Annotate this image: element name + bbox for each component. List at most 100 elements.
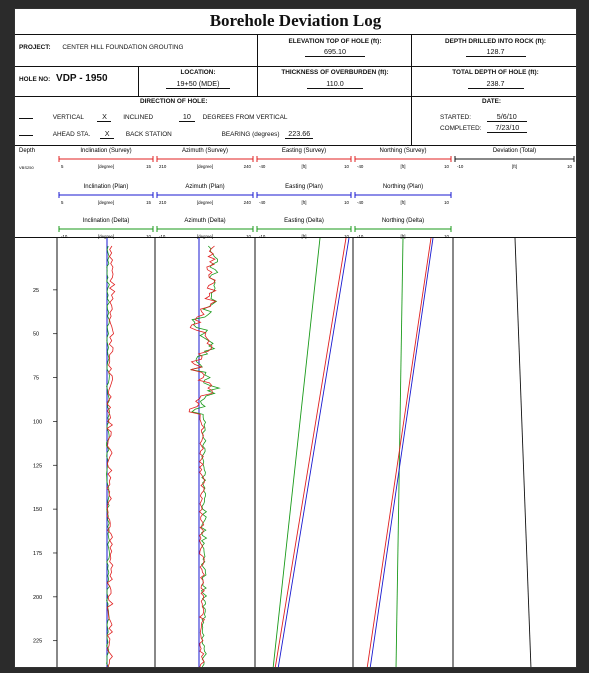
easting-delta-line	[272, 237, 321, 667]
easting-plan-line	[277, 237, 350, 667]
vertical-field: VERTICAL X INCLINED 10 DEGREES FROM VERT…	[19, 112, 287, 122]
track-title: Easting (Survey)	[282, 148, 326, 154]
track-title: Inclination (Survey)	[80, 148, 131, 154]
hole-no-value: VDP - 1950	[56, 73, 108, 84]
vertical-label: VERTICAL	[52, 114, 84, 121]
hole-no-field: HOLE NO: VDP - 1950	[19, 73, 108, 84]
track-title: Northing (Survey)	[379, 148, 426, 154]
scale-min: 5	[61, 200, 64, 205]
header-divider	[257, 34, 258, 96]
back-station-label: BACK STATION	[125, 131, 172, 138]
scale-max: 10	[444, 234, 449, 239]
project-value: CENTER HILL FOUNDATION GROUTING	[62, 44, 184, 51]
scale-unit: [ft]	[302, 200, 307, 205]
track-title: Northing (Delta)	[382, 218, 424, 224]
depth-tick-label: 100	[33, 419, 42, 425]
depth-tick-label: 25	[33, 288, 39, 294]
overburden-label: THICKNESS OF OVERBURDEN (ft):	[281, 69, 389, 76]
depth-tick-label: 200	[33, 595, 42, 601]
overburden-field: THICKNESS OF OVERBURDEN (ft): 110.0	[265, 69, 405, 89]
log-sheet: Borehole Deviation Log PROJECT: CENTER H…	[14, 8, 577, 668]
completed-label: COMPLETED:	[440, 125, 482, 132]
depth-tick-label: 175	[33, 551, 42, 557]
bearing-label: BEARING (degrees)	[221, 131, 280, 138]
easting-survey-line	[274, 237, 347, 667]
depth-rock-field: DEPTH DRILLED INTO ROCK (ft): 128.7	[418, 38, 573, 57]
vertical-blank	[19, 118, 33, 119]
total-depth-field: TOTAL DEPTH OF HOLE (ft): 238.7	[418, 69, 573, 89]
scale-min: -40	[357, 164, 364, 169]
header-rule	[15, 34, 576, 35]
track-title: Northing (Plan)	[383, 184, 423, 190]
scale-unit: [ft]	[401, 200, 406, 205]
ahead-label: AHEAD STA.	[52, 131, 91, 138]
scale-unit: [ft]	[512, 164, 517, 169]
northing-delta-line	[395, 237, 404, 667]
page-title: Borehole Deviation Log	[209, 11, 382, 30]
scale-min: 210	[159, 200, 167, 205]
deviation-total-line	[514, 237, 532, 667]
scale-unit: [ft]	[401, 234, 406, 239]
header-rule	[15, 96, 576, 97]
depth-tick-label: 75	[33, 376, 39, 382]
track-title: Inclination (Delta)	[83, 218, 130, 224]
scale-min: -40	[259, 164, 266, 169]
scale-max: 15	[146, 200, 151, 205]
azimuth-delta-line	[190, 245, 221, 667]
scale-min: -10	[357, 234, 364, 239]
track-title: Azimuth (Survey)	[182, 148, 228, 154]
overburden-value: 110.0	[307, 79, 363, 89]
track-title: Inclination (Plan)	[84, 184, 129, 190]
elevation-value: 695.10	[305, 47, 365, 57]
total-depth-label: TOTAL DEPTH OF HOLE (ft):	[452, 69, 539, 76]
inclined-value: 10	[178, 112, 195, 122]
depth-tick-label: 150	[33, 507, 42, 513]
scale-max: 240	[244, 200, 252, 205]
scale-min: -10	[259, 234, 266, 239]
started-label: STARTED:	[440, 114, 472, 121]
vertical-mark: X	[97, 112, 112, 122]
scale-max: 10	[246, 234, 251, 239]
scale-unit: [degree]	[98, 234, 114, 239]
scale-min: -40	[259, 200, 266, 205]
scale-min: -10	[61, 234, 68, 239]
scale-unit: [degree]	[197, 164, 213, 169]
depth-rock-value: 128.7	[465, 47, 526, 57]
header-divider	[138, 66, 139, 96]
elevation-field: ELEVATION TOP OF HOLE (ft): 695.10	[265, 38, 405, 57]
ahead-field: AHEAD STA. X BACK STATION BEARING (degre…	[19, 129, 314, 139]
northing-survey-line	[366, 237, 432, 667]
depth-tick-label: 125	[33, 463, 42, 469]
direction-label: DIRECTION OF HOLE:	[140, 98, 208, 105]
scale-max: 10	[444, 200, 449, 205]
location-field: LOCATION: 19+50 (MDE)	[143, 69, 253, 89]
elevation-label: ELEVATION TOP OF HOLE (ft):	[288, 38, 382, 45]
scale-min: -10	[457, 164, 464, 169]
depth-column-label: Depth	[19, 148, 35, 154]
scale-unit: [degree]	[197, 234, 213, 239]
depth-tick-label: 50	[33, 332, 39, 338]
track-title: Easting (Plan)	[285, 184, 323, 190]
scale-unit: [ft]	[302, 164, 307, 169]
completed-value: 7/23/10	[487, 123, 528, 133]
scale-max: 10	[444, 164, 449, 169]
project-label: PROJECT:	[19, 44, 51, 51]
hole-no-label: HOLE NO:	[19, 76, 51, 83]
scale-min: -40	[357, 200, 364, 205]
completed-field: COMPLETED: 7/23/10	[440, 123, 528, 133]
depth-tick-label: 225	[33, 639, 42, 645]
inclined-suffix: DEGREES FROM VERTICAL	[202, 114, 288, 121]
scale-max: 15	[146, 164, 151, 169]
track-title: Deviation (Total)	[493, 148, 536, 154]
project-field: PROJECT: CENTER HILL FOUNDATION GROUTING	[19, 44, 183, 51]
inclination-survey-line	[106, 245, 116, 667]
scale-unit: [ft]	[302, 234, 307, 239]
started-field: STARTED: 5/6/10	[440, 112, 527, 122]
scale-max: 10	[567, 164, 572, 169]
track-title: Azimuth (Plan)	[185, 184, 224, 190]
depth-column-sub: VBS250	[19, 165, 34, 170]
bearing-value: 223.66	[285, 129, 314, 139]
scale-unit: [ft]	[401, 164, 406, 169]
scale-max: 10	[344, 164, 349, 169]
scale-max: 10	[344, 200, 349, 205]
